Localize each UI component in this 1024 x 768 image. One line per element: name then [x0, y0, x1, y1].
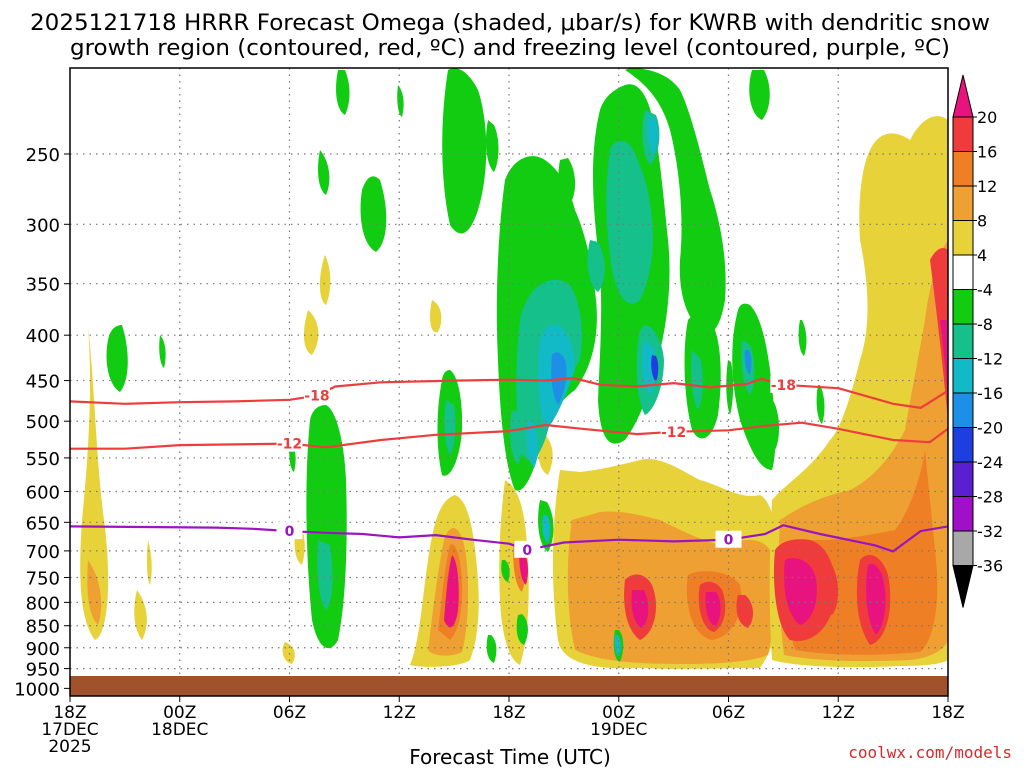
time-tick-label: 19DEC: [590, 720, 647, 740]
pressure-tick-label: 300: [26, 215, 60, 236]
colorbar-bin: [952, 496, 974, 532]
colorbar-bin: [952, 254, 974, 290]
contour-label-bg: [660, 422, 687, 440]
colorbar-bin: [952, 289, 974, 325]
pressure-tick-label: 250: [26, 145, 60, 166]
time-gridlines: [179, 68, 839, 696]
time-tick-label: 00Z: [163, 703, 196, 723]
pressure-tick-label: 900: [26, 639, 60, 660]
pressure-tick-label: 700: [26, 542, 60, 563]
contour-label-bg: [715, 530, 742, 548]
time-tick-label: 00Z: [602, 703, 635, 723]
contour-label: 0: [522, 543, 532, 559]
colorbar-label: -12: [977, 350, 1003, 369]
colorbar-label: 16: [977, 143, 997, 162]
contour-labels: -18 -18 -12 -12 0 0 0: [276, 375, 797, 559]
colorbar-label: 20: [977, 108, 997, 127]
time-tick-label: 06Z: [712, 703, 745, 723]
colorbar-bottom-arrow: [952, 565, 974, 608]
colorbar-label: -32: [977, 522, 1003, 541]
colorbar-bin: [952, 427, 974, 463]
contour-label-bg: [276, 522, 303, 540]
colorbar-bin: [952, 323, 974, 359]
colorbar-label: -36: [977, 557, 1003, 576]
contour-label: -18: [771, 378, 796, 394]
colorbar-top-arrow: [952, 74, 974, 118]
colorbar-bin: [952, 461, 974, 497]
pressure-tick-label: 750: [26, 568, 60, 589]
colorbar-label: -20: [977, 419, 1003, 438]
time-tick-label: 18Z: [931, 703, 964, 723]
contour-label-bg: [303, 386, 330, 404]
pressure-tick-label: 950: [26, 660, 60, 681]
chart-title-line1: 2025121718 HRRR Forecast Omega (shaded, …: [30, 11, 990, 36]
time-tick-label: 12Z: [383, 703, 416, 723]
colorbar-bin: [952, 392, 974, 428]
contour-line: [70, 376, 948, 409]
colorbar-label: 8: [977, 212, 987, 231]
contour-label: -12: [277, 437, 302, 453]
colorbar-bin: [952, 151, 974, 187]
time-tick-label: 12Z: [822, 703, 855, 723]
pressure-tick-label: 650: [26, 513, 60, 534]
colorbar-label: -28: [977, 488, 1003, 507]
colorbar-bin: [952, 116, 974, 152]
chart-title-line2: growth region (contoured, red, ºC) and f…: [70, 36, 950, 61]
time-tick-label: 06Z: [273, 703, 306, 723]
colorbar-label: -24: [977, 453, 1003, 472]
contour-label-bg: [514, 540, 541, 558]
colorbar-label: 12: [977, 177, 997, 196]
pressure-tick-label: 1000: [14, 679, 60, 700]
colorbar-label: -8: [977, 315, 993, 334]
colorbar-bin: [952, 220, 974, 256]
contour-line: [70, 421, 948, 450]
colorbar-bin: [952, 358, 974, 394]
time-tick-label: 17DEC: [41, 720, 98, 740]
ground-surface: [70, 676, 948, 696]
colorbar-label: -4: [977, 281, 993, 300]
omega-shading: [80, 68, 948, 669]
colorbar-label: 4: [977, 246, 987, 265]
contour-label: 0: [724, 533, 734, 549]
time-tick-label: 18Z: [492, 703, 525, 723]
time-tick-label: 18DEC: [151, 720, 208, 740]
contour-label: 0: [285, 524, 295, 540]
colorbar-bin: [952, 185, 974, 221]
colorbar-bin: [952, 530, 974, 566]
contour-label-bg: [276, 434, 303, 452]
colorbar-label: -16: [977, 384, 1003, 403]
pressure-tick-label: 800: [26, 593, 60, 614]
x-axis-label: Forecast Time (UTC): [409, 745, 611, 768]
pressure-tick-label: 550: [26, 449, 60, 470]
pressure-tick-label: 600: [26, 482, 60, 503]
pressure-tick-label: 850: [26, 617, 60, 638]
pressure-axis: 2503003504004505005506006507007508008509…: [14, 145, 70, 700]
pressure-tick-label: 400: [26, 326, 60, 347]
pressure-tick-label: 450: [26, 372, 60, 393]
omega-colorbar: 20 16 12 8 4 -4 -8 -12 -16 -20 -24 -28 -32 -36: [952, 74, 1003, 608]
contour-label-bg: [770, 375, 797, 393]
credit-text: coolwx.com/models: [848, 743, 1012, 762]
time-tick-label: 18Z: [53, 703, 86, 723]
time-tick-label: 2025: [48, 737, 91, 757]
pressure-tick-label: 350: [26, 275, 60, 296]
contour-label: -18: [304, 389, 329, 405]
pressure-tick-label: 500: [26, 412, 60, 433]
contour-label: -12: [661, 425, 686, 441]
